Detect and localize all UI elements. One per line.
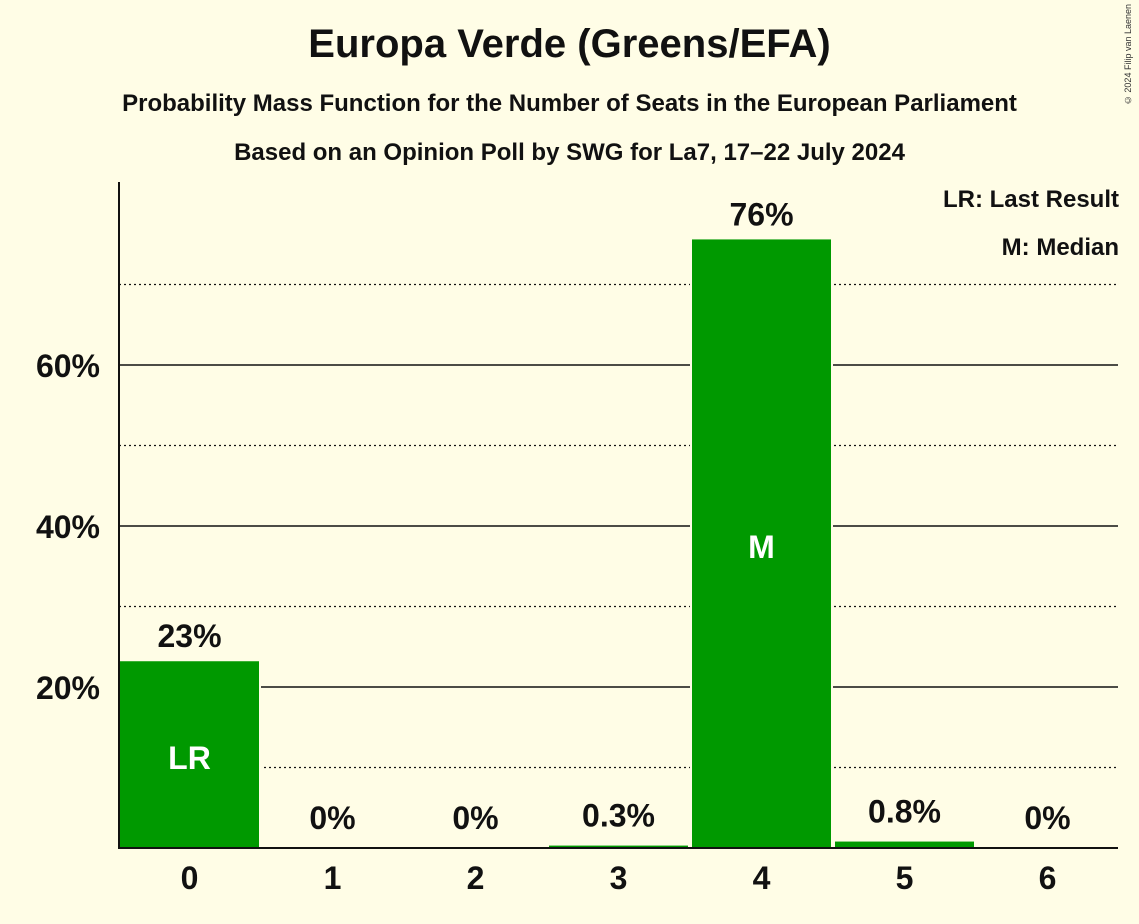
data-label: 23% bbox=[157, 618, 221, 654]
bar-seats-5 bbox=[835, 841, 974, 848]
chart-title: Europa Verde (Greens/EFA) bbox=[308, 22, 831, 66]
x-tick-label: 0 bbox=[181, 860, 199, 896]
x-tick-label: 4 bbox=[753, 860, 771, 896]
legend-last-result: LR: Last Result bbox=[942, 186, 1119, 213]
median-marker: M bbox=[748, 529, 775, 565]
data-label: 76% bbox=[729, 196, 793, 232]
x-tick-label: 5 bbox=[896, 860, 914, 896]
bar-seats-3 bbox=[549, 845, 688, 848]
data-label: 0% bbox=[1024, 800, 1070, 836]
chart-subtitle: Probability Mass Function for the Number… bbox=[122, 90, 1017, 117]
chart-source-subtitle: Based on an Opinion Poll by SWG for La7,… bbox=[234, 139, 905, 166]
y-tick-label: 40% bbox=[36, 509, 100, 545]
y-tick-label: 60% bbox=[36, 348, 100, 384]
data-label: 0% bbox=[309, 800, 355, 836]
last-result-marker: LR bbox=[168, 740, 211, 776]
x-tick-label: 2 bbox=[467, 860, 485, 896]
x-tick-label: 3 bbox=[610, 860, 628, 896]
bar-seats-4 bbox=[692, 239, 831, 849]
x-tick-label: 1 bbox=[324, 860, 342, 896]
data-label: 0.8% bbox=[868, 794, 941, 830]
bar-seats-0 bbox=[120, 661, 259, 848]
x-tick-label: 6 bbox=[1039, 860, 1057, 896]
data-label: 0.3% bbox=[582, 798, 655, 834]
legend-median: M: Median bbox=[1001, 234, 1119, 261]
y-tick-label: 20% bbox=[36, 670, 100, 706]
data-label: 0% bbox=[452, 800, 498, 836]
